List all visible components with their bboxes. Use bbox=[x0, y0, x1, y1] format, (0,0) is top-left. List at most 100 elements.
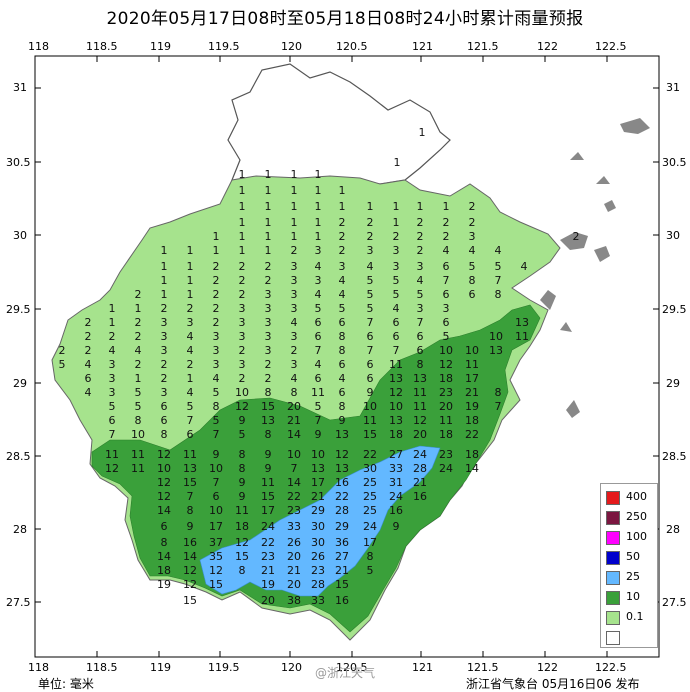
lat-tick: 31 bbox=[666, 81, 680, 94]
rain-value: 2 bbox=[239, 344, 246, 357]
rain-value: 12 bbox=[439, 358, 453, 371]
rain-value: 6 bbox=[443, 316, 450, 329]
rain-value: 6 bbox=[443, 260, 450, 273]
rain-value: 3 bbox=[109, 386, 116, 399]
rain-value: 1 bbox=[239, 200, 246, 213]
rain-value: 11 bbox=[363, 414, 377, 427]
rain-value: 5 bbox=[393, 288, 400, 301]
rain-value: 1 bbox=[135, 372, 142, 385]
rain-value: 19 bbox=[157, 578, 171, 591]
rain-value: 15 bbox=[261, 490, 275, 503]
rain-value: 12 bbox=[335, 448, 349, 461]
rain-value: 3 bbox=[291, 302, 298, 315]
rain-value: 16 bbox=[335, 476, 349, 489]
rain-value: 3 bbox=[367, 244, 374, 257]
rain-value: 2 bbox=[367, 216, 374, 229]
rain-value: 12 bbox=[183, 564, 197, 577]
legend-swatch bbox=[606, 611, 620, 625]
rain-value: 12 bbox=[413, 414, 427, 427]
rain-value: 2 bbox=[417, 244, 424, 257]
rain-value: 1 bbox=[161, 274, 168, 287]
rain-value: 10 bbox=[465, 344, 479, 357]
rain-value: 4 bbox=[417, 274, 424, 287]
rain-value: 27 bbox=[335, 550, 349, 563]
rain-value: 11 bbox=[413, 400, 427, 413]
rain-value: 25 bbox=[363, 490, 377, 503]
rain-value: 3 bbox=[187, 316, 194, 329]
rain-value: 6 bbox=[367, 372, 374, 385]
rain-value: 7 bbox=[315, 414, 322, 427]
rain-value: 1 bbox=[315, 230, 322, 243]
legend-swatch bbox=[606, 531, 620, 545]
legend-item-100: 100 bbox=[601, 528, 659, 546]
rain-value: 8 bbox=[339, 400, 346, 413]
rain-value: 9 bbox=[239, 476, 246, 489]
lon-tick: 121 bbox=[412, 661, 433, 674]
rain-value: 13 bbox=[183, 462, 197, 475]
legend-swatch bbox=[606, 551, 620, 565]
lat-tick: 28 bbox=[13, 523, 27, 536]
rain-value: 20 bbox=[439, 400, 453, 413]
rain-value: 2 bbox=[213, 260, 220, 273]
rain-value: 12 bbox=[157, 448, 171, 461]
rain-value: 8 bbox=[161, 428, 168, 441]
lat-tick: 30 bbox=[13, 229, 27, 242]
rain-value: 8 bbox=[161, 536, 168, 549]
rain-value: 18 bbox=[439, 372, 453, 385]
rain-value: 11 bbox=[131, 448, 145, 461]
rain-value: 10 bbox=[209, 462, 223, 475]
rain-value: 8 bbox=[265, 386, 272, 399]
rain-value: 14 bbox=[287, 428, 301, 441]
rain-value: 12 bbox=[389, 386, 403, 399]
lon-tick: 119.5 bbox=[208, 661, 240, 674]
rain-value: 7 bbox=[291, 462, 298, 475]
rain-value: 3 bbox=[393, 260, 400, 273]
rain-value: 2 bbox=[135, 316, 142, 329]
rain-value: 22 bbox=[363, 448, 377, 461]
rain-value: 2 bbox=[443, 230, 450, 243]
islands bbox=[540, 118, 650, 418]
legend-swatch bbox=[606, 591, 620, 605]
rain-value: 2 bbox=[417, 216, 424, 229]
legend-swatch bbox=[606, 631, 620, 645]
rain-value: 9 bbox=[239, 490, 246, 503]
rain-value: 8 bbox=[265, 428, 272, 441]
rain-value: 3 bbox=[109, 358, 116, 371]
rain-value: 11 bbox=[465, 358, 479, 371]
rain-value: 20 bbox=[413, 428, 427, 441]
rain-value: 2 bbox=[135, 288, 142, 301]
rain-value: 5 bbox=[443, 330, 450, 343]
rain-value: 12 bbox=[183, 578, 197, 591]
rain-value: 4 bbox=[187, 330, 194, 343]
rain-value: 3 bbox=[339, 260, 346, 273]
lat-tick: 29 bbox=[13, 377, 27, 390]
rain-value: 4 bbox=[315, 358, 322, 371]
rain-value: 12 bbox=[157, 490, 171, 503]
rain-value: 2 bbox=[213, 316, 220, 329]
rain-value: 2 bbox=[109, 330, 116, 343]
rain-value: 3 bbox=[315, 274, 322, 287]
rain-value: 16 bbox=[413, 490, 427, 503]
rain-value: 11 bbox=[105, 448, 119, 461]
rain-value: 9 bbox=[393, 520, 400, 533]
lon-tick: 121 bbox=[412, 40, 433, 53]
rain-value: 5 bbox=[367, 302, 374, 315]
rain-value: 6 bbox=[367, 330, 374, 343]
rain-value: 2 bbox=[187, 358, 194, 371]
rain-value: 11 bbox=[235, 504, 249, 517]
rain-value: 26 bbox=[311, 550, 325, 563]
rain-value: 7 bbox=[187, 414, 194, 427]
lon-tick: 120 bbox=[281, 661, 302, 674]
lat-tick: 30.5 bbox=[6, 156, 31, 169]
rain-value: 5 bbox=[315, 400, 322, 413]
north-region-outline bbox=[227, 63, 451, 185]
lon-tick: 118.5 bbox=[86, 661, 118, 674]
rain-value: 2 bbox=[187, 302, 194, 315]
legend-label: 25 bbox=[626, 570, 640, 583]
rain-value: 4 bbox=[85, 386, 92, 399]
rain-value: 15 bbox=[209, 578, 223, 591]
rain-value: 1 bbox=[187, 274, 194, 287]
rain-value: 15 bbox=[335, 578, 349, 591]
lon-tick: 119 bbox=[150, 661, 171, 674]
rain-value: 4 bbox=[213, 372, 220, 385]
